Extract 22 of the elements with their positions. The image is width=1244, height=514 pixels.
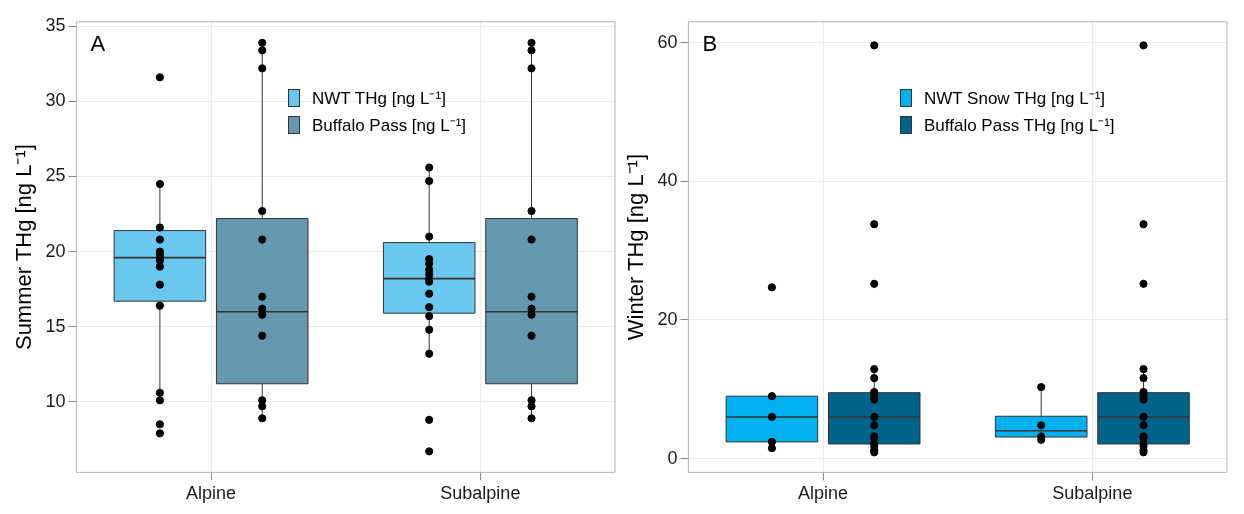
- chart-title: B: [702, 30, 718, 56]
- y-axis-title: Summer THg [ng L⁻¹]: [11, 144, 37, 351]
- legend-label: Buffalo Pass [ng L⁻¹]: [312, 115, 467, 136]
- y-tick-label: 25: [45, 165, 66, 186]
- y-tick-label: 60: [657, 31, 678, 52]
- legend-label: Buffalo Pass THg [ng L⁻¹]: [924, 115, 1115, 136]
- y-tick-label: 0: [667, 447, 678, 468]
- x-tick-label: Subalpine: [1052, 483, 1133, 504]
- y-axis-title: Winter THg [ng L⁻¹]: [623, 153, 649, 341]
- y-tick-label: 20: [657, 308, 678, 329]
- x-tick-label: Subalpine: [440, 483, 521, 504]
- legend-label: NWT Snow THg [ng L⁻¹]: [924, 88, 1106, 109]
- y-tick-label: 10: [45, 390, 66, 411]
- y-tick-label: 40: [657, 170, 678, 191]
- legend-label: NWT THg [ng L⁻¹]: [312, 88, 446, 109]
- y-tick-label: 35: [45, 15, 66, 36]
- x-tick-label: Alpine: [798, 483, 849, 504]
- y-tick-label: 30: [45, 90, 66, 111]
- x-tick-label: Alpine: [186, 483, 237, 504]
- y-tick-label: 15: [45, 315, 66, 336]
- y-tick-label: 20: [45, 240, 66, 261]
- chart-title: A: [90, 30, 106, 56]
